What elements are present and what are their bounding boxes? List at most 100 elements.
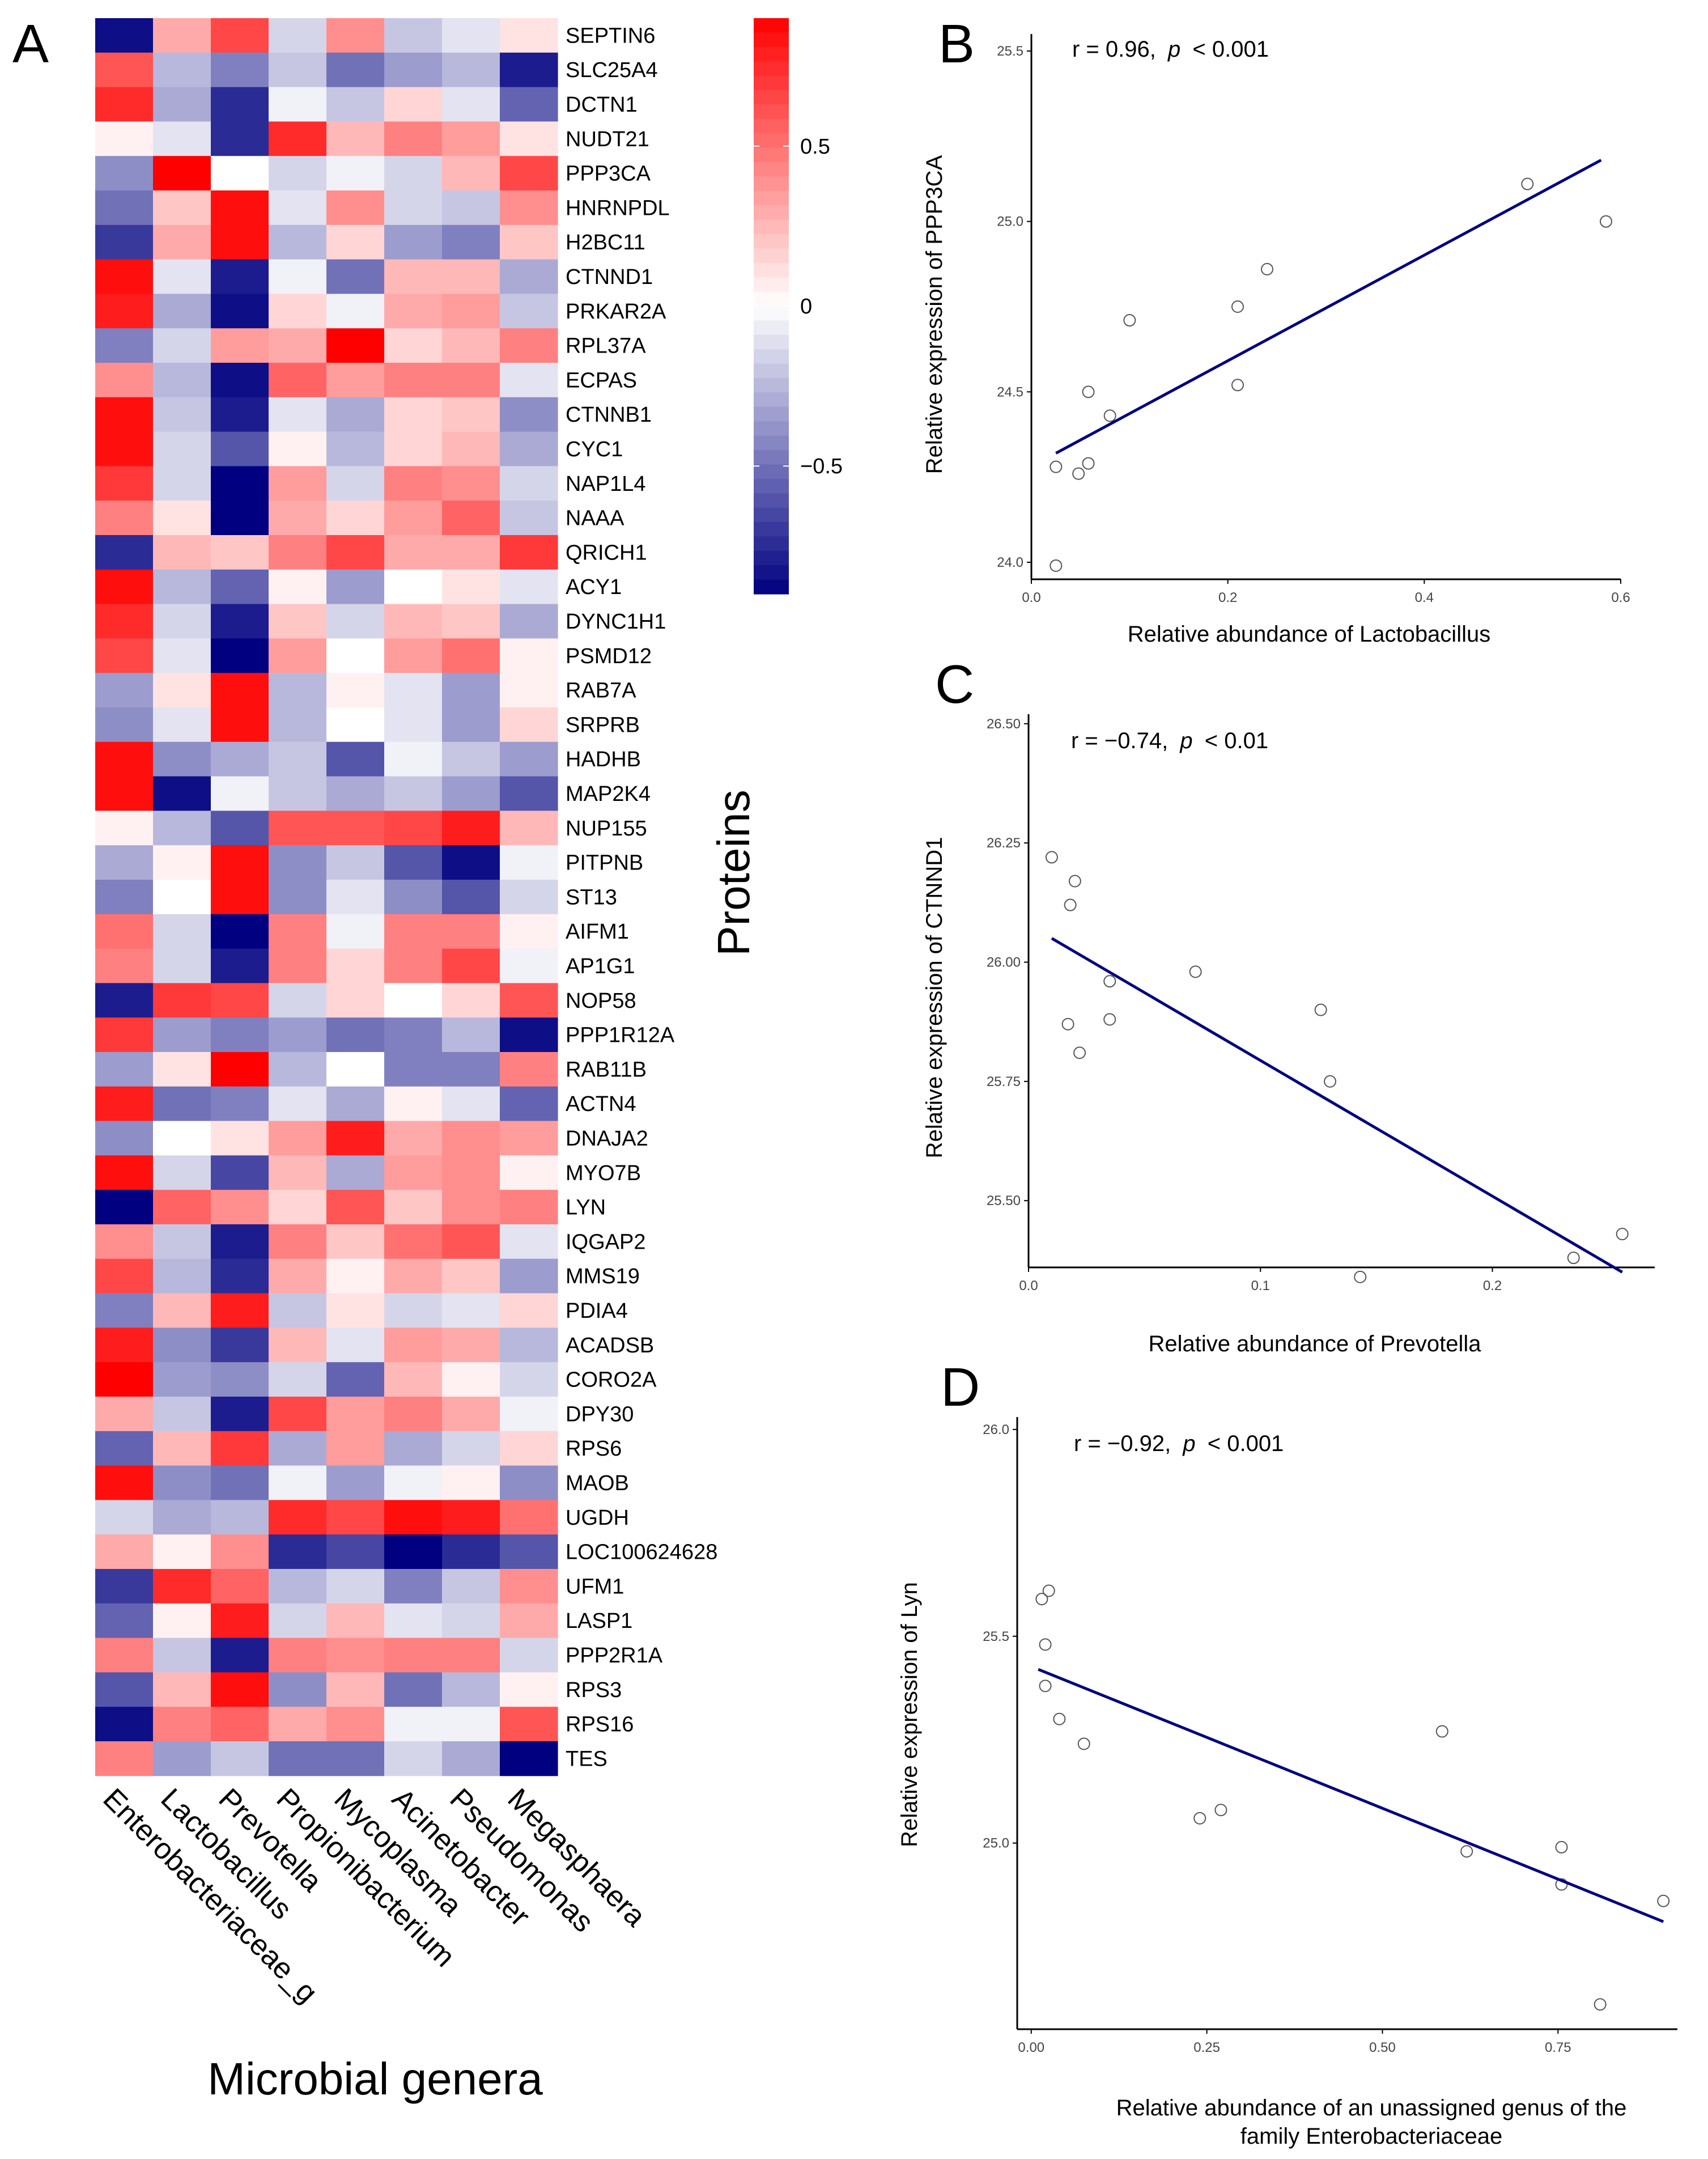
- heatmap-cell: [326, 1707, 385, 1742]
- heatmap-cell: [326, 1017, 385, 1053]
- heatmap-cell: [326, 363, 385, 398]
- heatmap-cell: [269, 1672, 327, 1707]
- heatmap-cell: [153, 638, 211, 673]
- heatmap-cell: [153, 1431, 211, 1466]
- heatmap-cell: [269, 1534, 327, 1570]
- heatmap-cell: [384, 948, 443, 983]
- heatmap-cell: [442, 294, 500, 329]
- heatmap-cell: [500, 1190, 558, 1225]
- heatmap-cell: [95, 880, 154, 915]
- heatmap-cell: [384, 1397, 443, 1432]
- data-point: [1045, 851, 1058, 864]
- heatmap-cell: [384, 569, 443, 605]
- heatmap-cell: [384, 1155, 443, 1190]
- heatmap-cell: [500, 1707, 558, 1742]
- heatmap-cell: [442, 638, 500, 673]
- heatmap-cell: [95, 18, 154, 53]
- heatmap-cell: [442, 948, 500, 983]
- data-point: [1555, 1840, 1568, 1853]
- data-point: [1657, 1894, 1670, 1907]
- heatmap-cell: [326, 1534, 385, 1570]
- heatmap-cell: [153, 1327, 211, 1363]
- heatmap-cell: [384, 983, 443, 1018]
- data-point: [1123, 314, 1136, 327]
- heatmap-cell: [442, 1707, 500, 1742]
- heatmap-cell: [211, 741, 269, 777]
- x-tick-label: 0.00: [1018, 2040, 1044, 2055]
- heatmap-cell: [269, 535, 327, 570]
- data-point: [1600, 215, 1612, 228]
- heatmap-cell: [269, 1500, 327, 1535]
- heatmap-row-label: LYN: [566, 1196, 606, 1220]
- heatmap-cell: [384, 1052, 443, 1087]
- heatmap-cell: [153, 1155, 211, 1190]
- heatmap-cell: [269, 431, 327, 466]
- legend-tick-label: −0.5: [800, 455, 843, 478]
- heatmap-cell: [269, 294, 327, 329]
- heatmap-cell: [326, 673, 385, 708]
- heatmap-cell: [269, 1397, 327, 1432]
- data-point: [1231, 379, 1244, 392]
- data-point: [1061, 1017, 1074, 1030]
- heatmap-cell: [442, 569, 500, 605]
- heatmap-cell: [326, 1741, 385, 1776]
- heatmap-cell: [384, 1086, 443, 1122]
- heatmap-cell: [326, 87, 385, 122]
- data-point: [1103, 975, 1116, 988]
- legend-swatch: [754, 118, 789, 134]
- y-tick-label: 24.5: [997, 384, 1023, 400]
- heatmap-cell: [384, 397, 443, 432]
- heatmap-cell: [211, 1741, 269, 1776]
- heatmap: SEPTIN6 SLC25A4 DCTN1 NUDT21 PPP3CA HNRNPDL H2…: [95, 18, 843, 2104]
- heatmap-color-legend: 0.5 0 −0.5: [754, 18, 843, 595]
- heatmap-cell: [326, 811, 385, 846]
- ylabel-d: Relative expression of Lyn: [897, 1582, 922, 1847]
- data-point: [1035, 1593, 1048, 1606]
- heatmap-cell: [500, 1500, 558, 1535]
- heatmap-cell: [326, 1224, 385, 1259]
- heatmap-cell: [153, 707, 211, 743]
- heatmap-cell: [500, 983, 558, 1018]
- heatmap-cell: [95, 466, 154, 501]
- heatmap-cell: [211, 1052, 269, 1087]
- heatmap-row-label: HADHB: [566, 748, 641, 771]
- heatmap-row-label: LOC100624628: [566, 1541, 717, 1564]
- heatmap-cell: [95, 1465, 154, 1500]
- legend-swatch: [754, 90, 789, 105]
- heatmap-cell: [442, 1017, 500, 1053]
- heatmap-row-label: PSMD12: [566, 644, 652, 668]
- heatmap-cell: [326, 1397, 385, 1432]
- heatmap-cell: [95, 741, 154, 777]
- heatmap-cell: [269, 673, 327, 708]
- heatmap-cell: [500, 190, 558, 226]
- heatmap-cell: [211, 1707, 269, 1742]
- data-point: [1193, 1812, 1206, 1825]
- heatmap-cell: [442, 1121, 500, 1156]
- heatmap-cell: [442, 121, 500, 156]
- heatmap-cell: [95, 224, 154, 260]
- heatmap-cell: [269, 224, 327, 260]
- legend-swatch: [754, 219, 789, 235]
- heatmap-cell: [442, 1190, 500, 1225]
- heatmap-row-label: MYO7B: [566, 1161, 641, 1185]
- heatmap-cell: [384, 535, 443, 570]
- heatmap-cell: [211, 1603, 269, 1639]
- heatmap-cell: [211, 1500, 269, 1535]
- heatmap-cell: [153, 87, 211, 122]
- heatmap-cell: [269, 741, 327, 777]
- heatmap-cell: [95, 638, 154, 673]
- heatmap-cell: [500, 1017, 558, 1053]
- heatmap-cell: [442, 363, 500, 398]
- legend-swatch: [754, 363, 789, 379]
- heatmap-cell: [153, 535, 211, 570]
- heatmap-cell: [384, 328, 443, 363]
- heatmap-cell: [95, 1534, 154, 1570]
- heatmap-cell: [500, 1741, 558, 1776]
- heatmap-cell: [211, 431, 269, 466]
- xlabel-d-line1: Relative abundance of an unassigned genu…: [1116, 2096, 1627, 2120]
- heatmap-row-label: RPS16: [566, 1713, 634, 1737]
- heatmap-cell: [153, 1638, 211, 1673]
- heatmap-cell: [326, 1258, 385, 1294]
- heatmap-cell: [153, 673, 211, 708]
- heatmap-cell: [269, 87, 327, 122]
